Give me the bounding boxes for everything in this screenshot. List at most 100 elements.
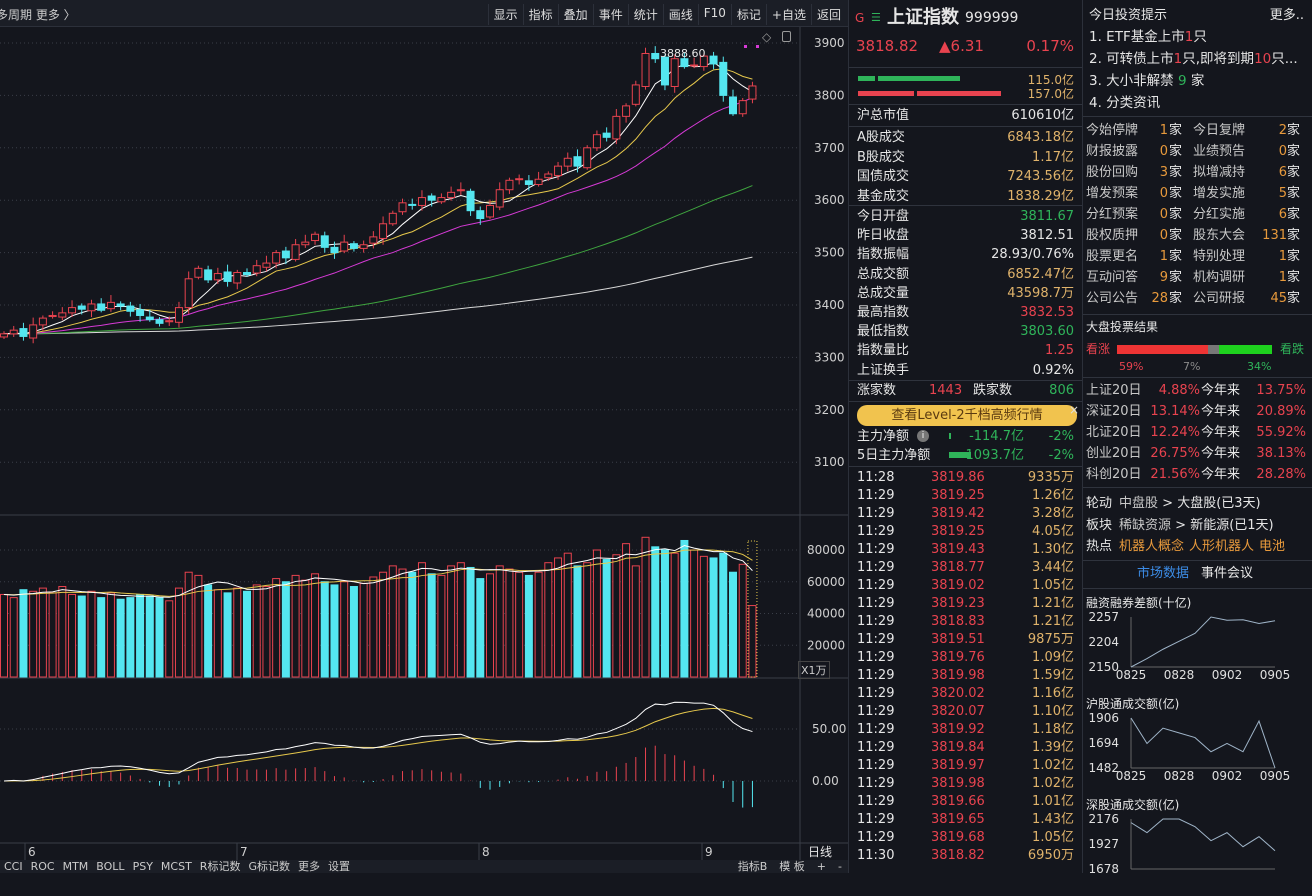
indicator-control-button[interactable]: 指标B bbox=[737, 860, 768, 873]
candle-up bbox=[340, 241, 349, 252]
toolbar-button[interactable]: 事件 bbox=[592, 4, 628, 25]
indicator-tab[interactable]: 设置 bbox=[327, 860, 350, 873]
event-label[interactable]: 公司公告 bbox=[1086, 291, 1139, 306]
volume-bar bbox=[320, 581, 329, 678]
event-unit: 家 bbox=[1169, 207, 1183, 222]
event-label[interactable]: 互动问答 bbox=[1086, 270, 1139, 285]
event-label[interactable]: 股份回购 bbox=[1086, 165, 1139, 180]
volume-bar bbox=[495, 565, 504, 678]
candle-up bbox=[369, 236, 378, 244]
period-menu[interactable]: 多周期 更多 〉 bbox=[0, 8, 76, 22]
close-icon[interactable]: × bbox=[1069, 403, 1080, 417]
event-unit: 家 bbox=[1169, 291, 1183, 306]
indicator-tab[interactable]: BOLL bbox=[96, 860, 125, 873]
chart-toolbar: 多周期 更多 〉 显示 指标 叠加 事件 统计 画线 F10 标记 +自选 返回 bbox=[0, 0, 848, 27]
kline-chart[interactable]: 3900 3800 3700 3600 3500 3400 3300 3200 3100 8000… bbox=[0, 27, 848, 860]
event-label[interactable]: 今日复牌 bbox=[1193, 123, 1246, 138]
toolbar-button[interactable]: 返回 bbox=[810, 4, 846, 25]
candle-down bbox=[136, 309, 145, 316]
tip-item[interactable]: 1. ETF基金上市1只 bbox=[1089, 28, 1312, 47]
toolbar-button[interactable]: 叠加 bbox=[557, 4, 593, 25]
tip-item[interactable]: 2. 可转债上市1只,即将到期10只... bbox=[1089, 50, 1312, 69]
indicator-tab[interactable]: R标记数 bbox=[199, 860, 241, 873]
trade-volume: 1.10亿 bbox=[1032, 704, 1074, 719]
indicator-tab[interactable]: CCI bbox=[4, 860, 23, 873]
toolbar-button[interactable]: 指标 bbox=[522, 4, 558, 25]
vote-bear-pct: 34% bbox=[1247, 360, 1272, 373]
g-icon[interactable]: G bbox=[855, 11, 865, 25]
turnover-row: A股成交 6843.18亿 bbox=[849, 128, 1082, 147]
last-price: 3818.82 bbox=[856, 37, 919, 55]
rotation-text[interactable]: 中盘股 > 大盘股(已3天) bbox=[1119, 494, 1261, 513]
toolbar-button[interactable]: 统计 bbox=[627, 4, 663, 25]
candle-up bbox=[641, 52, 650, 87]
period-label[interactable]: 日线 bbox=[808, 845, 833, 859]
event-label[interactable]: 分红预案 bbox=[1086, 207, 1139, 222]
event-label[interactable]: 机构调研 bbox=[1193, 270, 1246, 285]
event-label[interactable]: 拟增减持 bbox=[1193, 165, 1246, 180]
event-label[interactable]: 股东大会 bbox=[1193, 228, 1246, 243]
indicator-control-button[interactable]: 模 板 bbox=[779, 860, 805, 873]
volume-bar bbox=[262, 586, 271, 678]
toolbar-button[interactable]: 标记 bbox=[730, 4, 766, 25]
indicator-tab[interactable]: 更多 bbox=[297, 860, 320, 873]
toolbar-button[interactable]: +自选 bbox=[765, 4, 811, 25]
candle-up bbox=[213, 273, 222, 281]
tips-more-link[interactable]: 更多.. bbox=[1269, 8, 1304, 23]
volume-bar bbox=[194, 574, 203, 678]
volume-bar bbox=[340, 581, 349, 678]
toolbar-button[interactable]: 画线 bbox=[662, 4, 698, 25]
event-label[interactable]: 今始停牌 bbox=[1086, 123, 1139, 138]
candle-down bbox=[660, 56, 669, 86]
volume-bar bbox=[330, 584, 339, 678]
indicator-tab-list: CCI ROC MTM BOLL PSY MCST R标记数 G标记数 更多 设置 bbox=[0, 860, 354, 873]
volume-bar bbox=[612, 554, 621, 678]
trade-volume: 1.02亿 bbox=[1032, 776, 1074, 791]
indicator-tab[interactable]: PSY bbox=[132, 860, 153, 873]
panel-toggle-icon[interactable] bbox=[782, 31, 791, 42]
hot-topic[interactable]: 人形机器人 bbox=[1189, 539, 1255, 554]
event-label[interactable]: 股票更名 bbox=[1086, 249, 1139, 264]
rotation-text[interactable]: 稀缺资源 > 新能源(已1天) bbox=[1119, 516, 1274, 535]
indicator-control-button[interactable]: + bbox=[816, 860, 827, 873]
hot-topic[interactable]: 电池 bbox=[1259, 539, 1286, 554]
trade-price: 3819.84 bbox=[931, 740, 985, 755]
trade-volume: 4.05亿 bbox=[1032, 524, 1074, 539]
vote-bear-label[interactable]: 看跌 bbox=[1279, 342, 1304, 356]
event-label[interactable]: 特别处理 bbox=[1193, 249, 1246, 264]
volume-ma-line bbox=[3, 549, 753, 597]
toolbar-button[interactable]: 显示 bbox=[487, 4, 523, 25]
volume-bar bbox=[748, 605, 757, 678]
indicator-tab[interactable]: MCST bbox=[160, 860, 192, 873]
indicator-control-button[interactable]: - bbox=[838, 860, 842, 873]
event-count: 6 bbox=[1278, 207, 1287, 222]
tip-item[interactable]: 4. 分类资讯 bbox=[1089, 94, 1312, 113]
vote-bull-label[interactable]: 看涨 bbox=[1086, 342, 1111, 356]
menu-icon[interactable]: ☰ bbox=[871, 11, 881, 24]
hot-topic[interactable]: 机器人概念 bbox=[1119, 539, 1185, 554]
indicator-tab[interactable]: ROC bbox=[30, 860, 55, 873]
indicator-tab[interactable]: G标记数 bbox=[248, 860, 290, 873]
tab-market-data[interactable]: 市场数据 bbox=[1137, 566, 1190, 581]
tab-event-meetings[interactable]: 事件会议 bbox=[1201, 566, 1254, 581]
event-label[interactable]: 分红实施 bbox=[1193, 207, 1246, 222]
event-label[interactable]: 业绩预告 bbox=[1193, 144, 1246, 159]
level2-button[interactable]: 查看Level-2千档高频行情 bbox=[857, 405, 1077, 426]
tip-item[interactable]: 3. 大小非解禁 9 家 bbox=[1089, 72, 1312, 91]
indicator-tab[interactable]: MTM bbox=[62, 860, 89, 873]
diamond-icon[interactable]: ◇ bbox=[762, 30, 772, 44]
candle-down bbox=[602, 132, 611, 138]
event-label[interactable]: 股权质押 bbox=[1086, 228, 1139, 243]
stat-label: 最低指数 bbox=[857, 324, 910, 340]
event-label[interactable]: 财报披露 bbox=[1086, 144, 1139, 159]
down-count: 806 bbox=[1049, 383, 1074, 398]
event-label[interactable]: 增发实施 bbox=[1193, 186, 1246, 201]
toolbar-button[interactable]: F10 bbox=[697, 4, 731, 25]
info-icon[interactable]: i bbox=[917, 430, 929, 442]
event-label[interactable]: 公司研报 bbox=[1193, 291, 1246, 306]
candle-up bbox=[486, 204, 494, 218]
volume-bar bbox=[38, 587, 47, 678]
event-label[interactable]: 增发预案 bbox=[1086, 186, 1139, 201]
stat-value: 3812.51 bbox=[1020, 228, 1074, 244]
ma120-line bbox=[3, 256, 753, 335]
